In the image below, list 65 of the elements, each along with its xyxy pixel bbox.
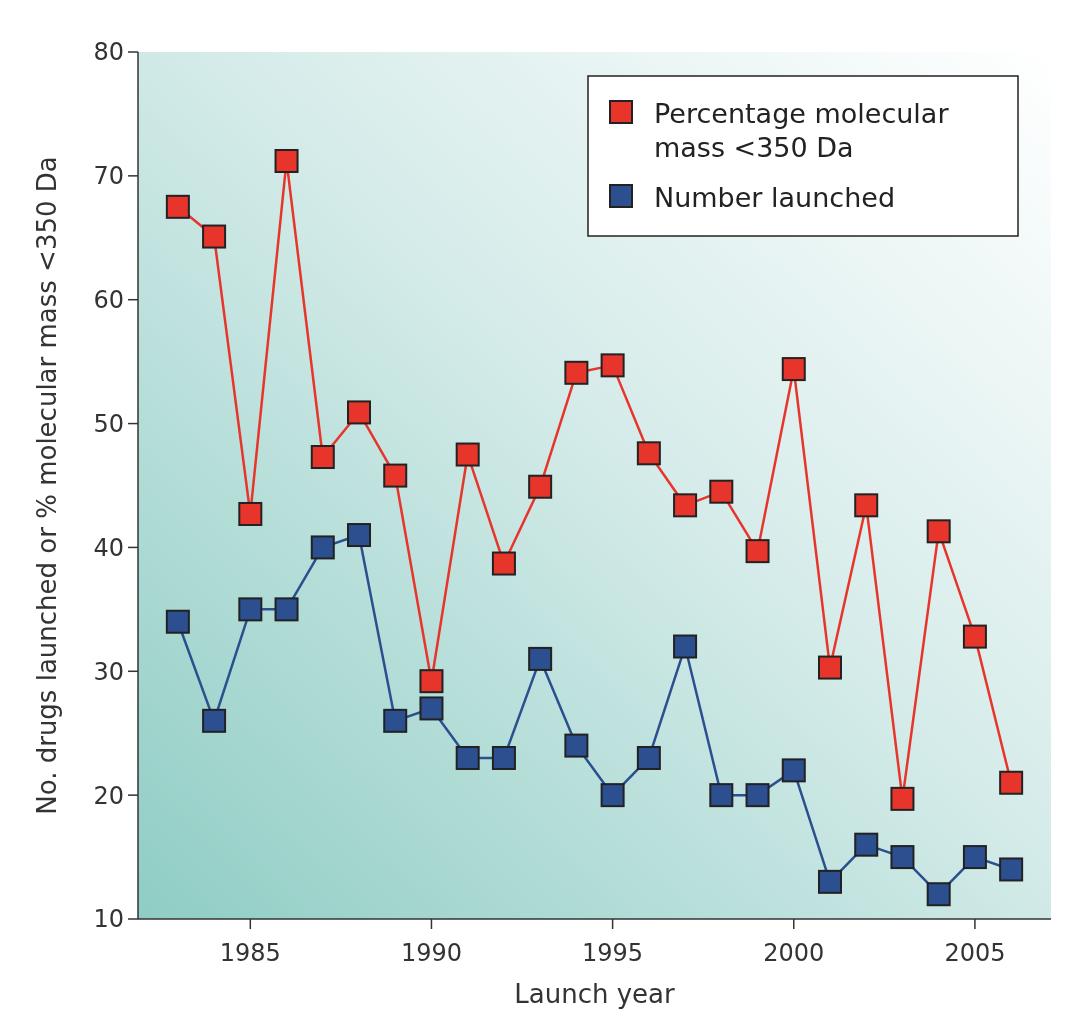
point xyxy=(673,493,698,518)
point xyxy=(781,758,806,783)
point xyxy=(999,770,1024,795)
point xyxy=(455,442,480,467)
point xyxy=(781,357,806,382)
point xyxy=(165,194,190,219)
y-tick-label: 40 xyxy=(93,533,124,562)
point xyxy=(238,597,263,622)
y-tick-label: 50 xyxy=(93,409,124,438)
legend-label: Percentage molecular mass <350 Da xyxy=(654,98,950,164)
point xyxy=(818,869,842,894)
point xyxy=(238,501,263,526)
point xyxy=(636,745,661,770)
point xyxy=(202,708,227,733)
point xyxy=(274,148,299,173)
point xyxy=(854,832,879,857)
point xyxy=(491,551,516,576)
point xyxy=(528,646,553,671)
point xyxy=(419,669,444,694)
point xyxy=(999,857,1024,882)
y-tick-label: 60 xyxy=(93,286,124,315)
y-tick-label: 10 xyxy=(93,905,124,934)
point xyxy=(709,783,734,808)
point xyxy=(564,360,589,385)
y-tick-label: 70 xyxy=(93,162,124,191)
x-axis-title: Launch year xyxy=(514,979,676,1009)
legend-label: Number launched xyxy=(654,182,896,214)
point xyxy=(528,474,553,499)
point xyxy=(890,845,915,870)
point xyxy=(926,882,951,907)
y-axis-title: No. drugs launched or % molecular mass <350 Da xyxy=(32,156,62,815)
point xyxy=(383,708,408,733)
point xyxy=(709,479,734,504)
point xyxy=(600,353,625,378)
y-tick-label: 30 xyxy=(93,657,124,686)
x-tick-label: 1990 xyxy=(400,939,462,967)
point xyxy=(165,609,190,634)
point xyxy=(274,597,299,622)
point xyxy=(564,733,589,758)
point xyxy=(491,745,516,770)
point xyxy=(636,441,661,466)
point xyxy=(673,634,698,659)
point xyxy=(854,493,879,518)
point xyxy=(455,745,480,770)
point xyxy=(202,224,227,249)
x-tick-label: 2005 xyxy=(944,939,1006,967)
point xyxy=(745,783,770,808)
point xyxy=(745,539,770,564)
point xyxy=(926,519,951,544)
point xyxy=(383,463,408,488)
point xyxy=(310,535,335,560)
point xyxy=(962,624,987,649)
point xyxy=(890,786,915,811)
x-tick-label: 2000 xyxy=(763,939,825,967)
point xyxy=(310,445,335,470)
y-tick-label: 20 xyxy=(93,781,124,810)
point xyxy=(818,655,842,680)
point xyxy=(419,696,444,721)
point xyxy=(600,783,625,808)
point xyxy=(347,523,371,548)
x-tick-label: 1995 xyxy=(582,939,644,967)
point xyxy=(347,400,371,425)
y-tick-label: 80 xyxy=(93,38,124,67)
point xyxy=(962,845,987,870)
x-tick-label: 1985 xyxy=(219,939,281,967)
